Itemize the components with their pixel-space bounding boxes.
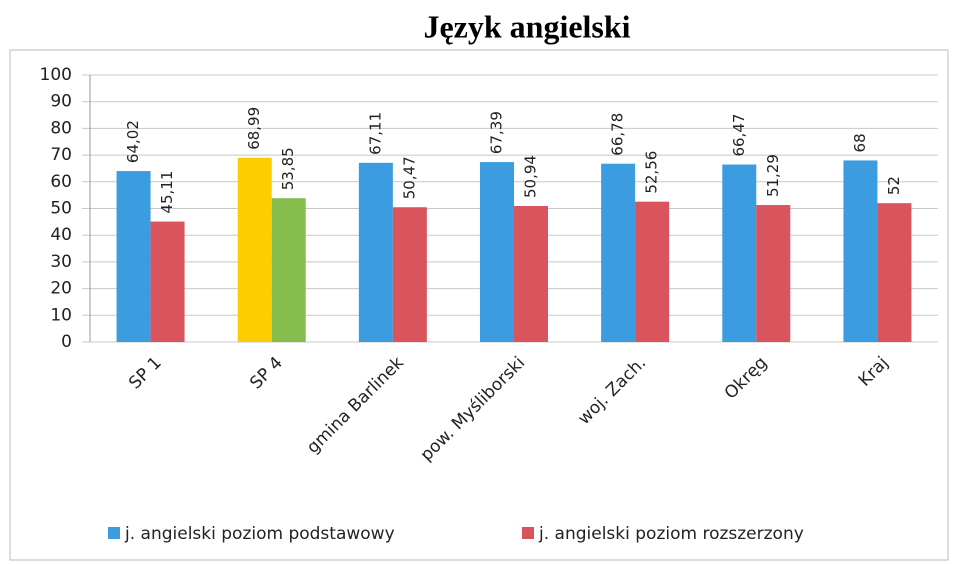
y-tick-label: 90	[50, 92, 72, 112]
data-label: 68	[851, 133, 869, 152]
x-tick-label: pow. Myśliborski	[417, 353, 529, 465]
bar	[601, 163, 636, 342]
bar	[237, 157, 272, 342]
x-tick-label: SP 1	[125, 353, 165, 393]
y-tick-label: 20	[50, 279, 72, 299]
bar	[722, 164, 757, 342]
chart-frame	[9, 49, 949, 561]
data-label: 52,56	[643, 151, 661, 194]
y-tick-label: 60	[50, 172, 72, 192]
data-label: 50,94	[522, 155, 540, 198]
bar	[392, 207, 427, 342]
data-label: 66,47	[730, 114, 748, 157]
y-tick-label: 40	[50, 225, 72, 245]
data-label: 67,11	[366, 112, 384, 155]
y-tick-label: 70	[50, 145, 72, 165]
y-tick-label: 100	[40, 65, 72, 85]
bar	[756, 205, 791, 342]
x-tick-label: Kraj	[855, 353, 893, 391]
legend-swatch	[522, 527, 534, 539]
legend-swatch	[108, 527, 120, 539]
y-tick-label: 10	[50, 305, 72, 325]
data-label: 67,39	[488, 111, 506, 154]
x-tick-label: woj. Zach.	[574, 353, 650, 429]
bar	[150, 221, 185, 342]
x-tick-label: gmina Barlinek	[303, 353, 408, 458]
data-label: 66,78	[609, 113, 627, 156]
bar	[877, 203, 912, 342]
bar	[358, 162, 393, 342]
bar	[116, 171, 151, 342]
x-tick-label: SP 4	[246, 353, 286, 393]
data-label: 50,47	[400, 156, 418, 199]
chart-title: Język angielski	[423, 8, 630, 44]
data-label: 53,85	[279, 147, 297, 190]
bar	[271, 198, 306, 342]
x-tick-label: Okręg	[721, 353, 772, 404]
data-label: 68,99	[245, 107, 263, 150]
legend-label: j. angielski poziom rozszerzony	[538, 524, 804, 544]
y-tick-label: 30	[50, 252, 72, 272]
y-tick-label: 50	[50, 199, 72, 219]
bar	[843, 160, 878, 342]
bar	[514, 205, 548, 342]
data-label: 52	[885, 176, 903, 195]
y-tick-label: 80	[50, 118, 72, 138]
legend-label: j. angielski poziom podstawowy	[124, 524, 395, 544]
bar	[480, 162, 514, 342]
data-label: 64,02	[124, 120, 142, 163]
data-label: 51,29	[764, 154, 782, 197]
bar	[635, 201, 670, 342]
y-tick-label: 0	[61, 332, 72, 352]
data-label: 45,11	[158, 171, 176, 214]
